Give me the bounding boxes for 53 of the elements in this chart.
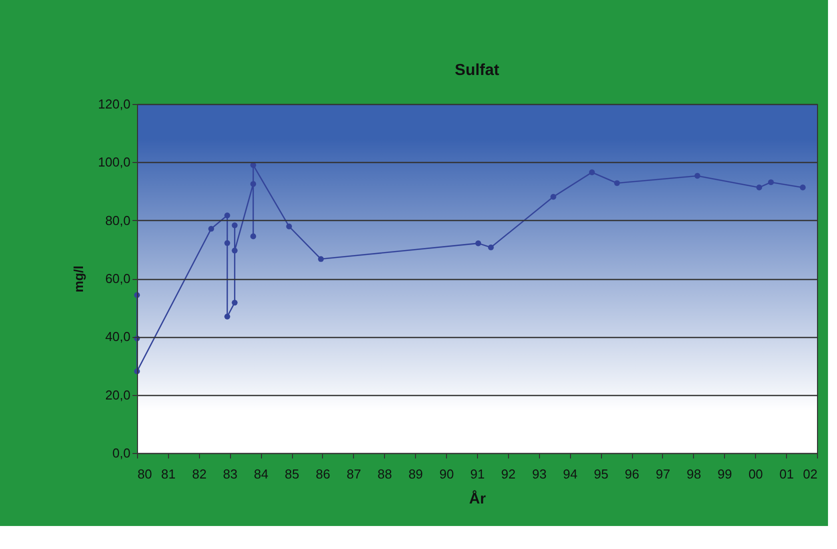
- x-tick-label: 90: [439, 466, 454, 482]
- y-tick-label: 80,0: [105, 212, 130, 228]
- point: [208, 226, 214, 232]
- point: [250, 181, 256, 187]
- point: [694, 172, 700, 179]
- x-tick-label: 83: [222, 466, 238, 482]
- x-tick-label: 95: [594, 466, 608, 482]
- point: [232, 222, 238, 228]
- y-tick-label: 120,0: [98, 96, 130, 112]
- x-axis-title: År: [469, 490, 486, 508]
- point: [768, 179, 774, 186]
- x-tick-label: 96: [624, 466, 640, 482]
- point: [589, 169, 595, 176]
- x-tick-label: 97: [656, 466, 670, 482]
- point: [232, 248, 238, 254]
- point: [286, 224, 292, 230]
- x-tick-label: 80: [138, 466, 152, 482]
- point: [550, 194, 556, 200]
- x-tick-label: 89: [408, 466, 423, 482]
- point: [475, 240, 482, 246]
- point: [318, 256, 324, 262]
- x-tick-label: 01: [779, 466, 794, 482]
- x-tick-label: 88: [378, 466, 392, 482]
- point: [232, 300, 238, 306]
- x-tick-label: 86: [316, 466, 330, 482]
- x-tick-label: 87: [346, 466, 362, 482]
- y-tick-label: 40,0: [105, 329, 130, 344]
- x-tick-label: 82: [192, 466, 207, 482]
- x-tick-label: 94: [562, 466, 578, 482]
- y-axis-title: mg/l: [70, 266, 86, 292]
- point: [614, 180, 620, 186]
- x-tick-label: 93: [532, 466, 547, 482]
- x-tick-label: 98: [686, 466, 702, 482]
- x-tick-label: 84: [254, 466, 268, 482]
- point: [488, 244, 494, 250]
- y-tick-label: 0,0: [112, 446, 130, 460]
- point: [756, 184, 762, 190]
- point: [224, 212, 230, 218]
- x-tick-label: 92: [501, 466, 516, 482]
- point: [224, 240, 230, 246]
- y-tick-label: 60,0: [105, 271, 130, 286]
- x-tick-label: 02: [803, 466, 818, 482]
- y-tick-label: 20,0: [105, 387, 130, 402]
- point: [800, 184, 806, 190]
- point: [224, 314, 230, 320]
- x-tick-label: 00: [748, 466, 763, 482]
- point: [250, 233, 256, 240]
- x-tick-label: 81: [161, 466, 176, 482]
- y-tick-label: 100,0: [98, 154, 130, 170]
- x-tick-label: 85: [284, 466, 300, 482]
- chart-title: Sulfat: [454, 62, 500, 79]
- x-tick-label: 91: [470, 466, 485, 482]
- x-tick-label: 99: [718, 466, 732, 482]
